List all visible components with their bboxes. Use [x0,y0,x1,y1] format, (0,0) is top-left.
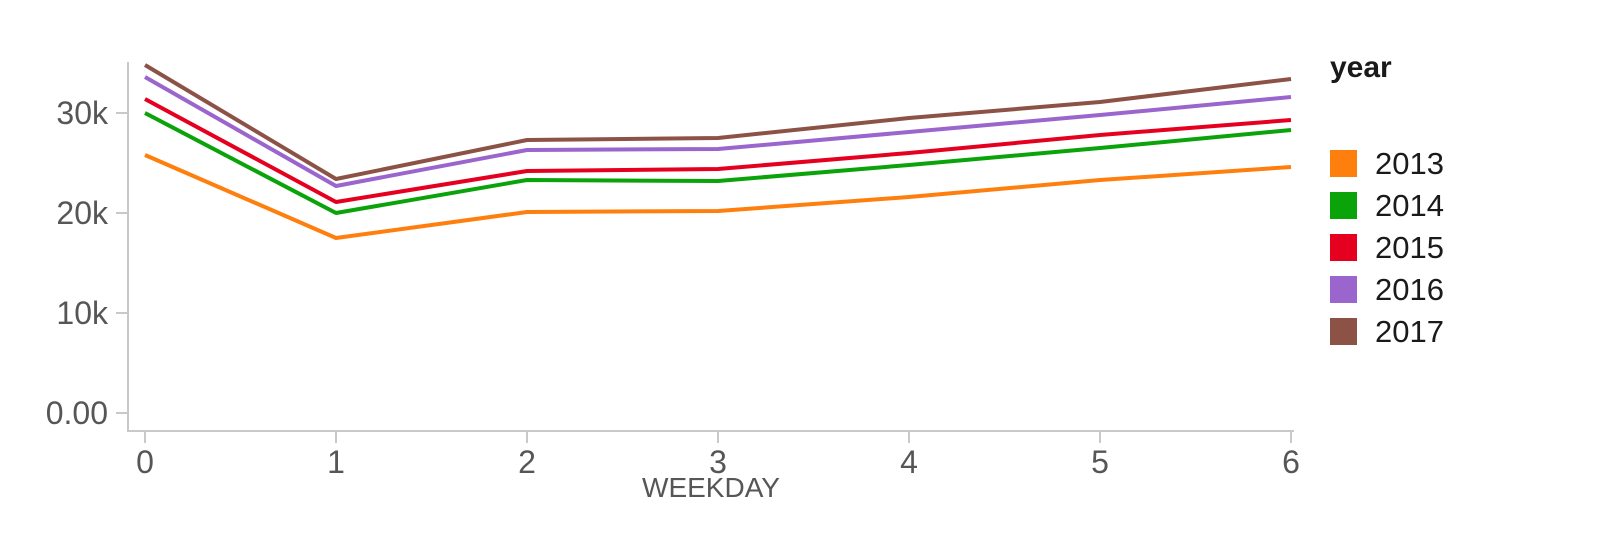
x-tick-label: 2 [518,444,536,480]
legend-item-2013: 2013 [1330,146,1444,181]
legend-item-2017: 2017 [1330,314,1444,349]
x-tick-label: 0 [136,444,154,480]
legend-label: 2015 [1375,230,1444,265]
legend-swatch-2014 [1330,192,1357,219]
legend-swatch-2017 [1330,318,1357,345]
series-line-2013 [144,153,1292,240]
legend: year 2013 2014 2015 2016 2017 [1330,51,1444,347]
legend-item-2016: 2016 [1330,272,1444,307]
series-line-2016 [144,75,1292,188]
x-tick-label: 6 [1282,444,1300,480]
legend-label: 2014 [1375,188,1444,223]
y-tick-label: 10k [56,295,109,331]
legend-item-2015: 2015 [1330,230,1444,265]
legend-swatch-2016 [1330,276,1357,303]
y-tick-label: 20k [56,195,109,231]
legend-items: 2013 2014 2015 2016 2017 [1330,146,1444,349]
y-tick-label: 30k [56,95,109,131]
x-tick-label: 3 [709,444,727,480]
legend-label: 2013 [1375,146,1444,181]
legend-swatch-2015 [1330,234,1357,261]
x-tick-label: 4 [900,444,918,480]
series-line-2014 [144,111,1292,215]
x-axis-title: WEEKDAY [642,472,780,503]
legend-item-2014: 2014 [1330,188,1444,223]
legend-title: year [1330,51,1392,84]
legend-swatch-2013 [1330,150,1357,177]
x-tick-label: 5 [1091,444,1109,480]
series-line-2015 [144,97,1292,204]
y-tick-label: 0.00 [46,395,108,431]
x-tick-label: 1 [327,444,345,480]
series-line-2017 [143,63,1292,181]
legend-label: 2017 [1375,314,1444,349]
legend-label: 2016 [1375,272,1444,307]
